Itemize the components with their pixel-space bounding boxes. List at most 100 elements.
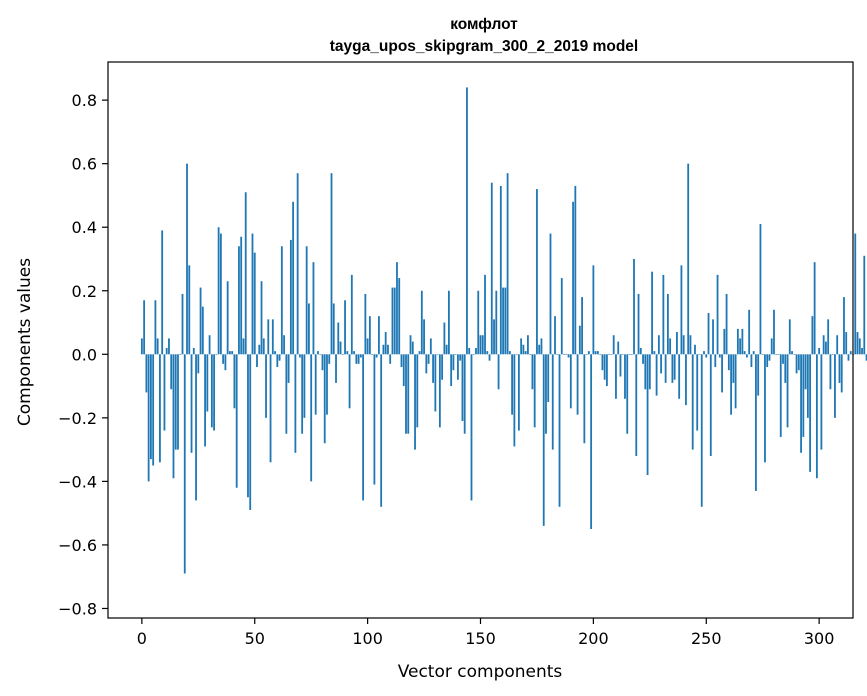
bar (224, 354, 227, 371)
bar (418, 351, 421, 355)
bar (186, 163, 188, 355)
bar (488, 354, 491, 361)
bar (657, 335, 660, 355)
bar (366, 338, 369, 355)
bar (414, 354, 416, 450)
bar (251, 233, 254, 355)
bar (601, 354, 604, 371)
bar (195, 354, 197, 501)
bar (215, 354, 218, 355)
bar (368, 316, 371, 355)
bar (569, 354, 572, 409)
bar (434, 354, 437, 412)
bar (197, 354, 200, 374)
bar (594, 351, 597, 355)
bar (854, 233, 857, 355)
bar (524, 351, 527, 355)
bar (734, 354, 737, 409)
bar (497, 354, 500, 390)
bar (831, 354, 834, 355)
bar (278, 354, 281, 361)
bar (750, 354, 753, 368)
bar (321, 354, 324, 371)
bar (387, 344, 389, 355)
bar (247, 354, 249, 498)
bar (219, 233, 222, 355)
bar (447, 290, 450, 355)
bar (486, 351, 489, 355)
bar (527, 335, 529, 355)
bar (470, 354, 473, 501)
bar (536, 189, 538, 355)
bar (567, 354, 570, 358)
bar (725, 293, 728, 355)
bar (438, 354, 441, 428)
bar (378, 316, 380, 355)
bar (861, 347, 863, 355)
bar (653, 351, 656, 355)
bar (427, 354, 430, 364)
bar (590, 354, 593, 530)
bar (606, 354, 608, 387)
bar (181, 293, 184, 355)
y-axis-label: Components values (15, 258, 35, 426)
bar (694, 344, 696, 355)
bar (168, 338, 170, 355)
bar (809, 354, 812, 472)
bar (556, 354, 559, 355)
bar (700, 354, 703, 507)
bar (820, 354, 823, 450)
x-tick-label: 0 (137, 629, 147, 648)
bar (804, 354, 807, 390)
bar (587, 351, 590, 355)
bar (660, 354, 663, 374)
bar (398, 278, 401, 355)
bar (364, 293, 367, 355)
bar (685, 354, 687, 406)
bar (314, 354, 317, 415)
bar (475, 347, 477, 355)
bar (326, 354, 328, 415)
bar (468, 347, 471, 355)
bar (533, 354, 536, 428)
bar (651, 271, 653, 355)
bar (204, 354, 206, 447)
x-tick-label: 50 (245, 629, 265, 648)
bar (714, 354, 717, 368)
bar (858, 338, 861, 355)
bar (782, 354, 784, 364)
bar (445, 344, 448, 355)
x-tick-label: 150 (465, 629, 496, 648)
bar (454, 354, 457, 355)
bar (262, 338, 265, 355)
bar (578, 325, 581, 355)
bar (409, 335, 412, 355)
bar (472, 354, 475, 355)
bar (630, 354, 633, 355)
bar (355, 354, 358, 364)
bar (806, 354, 809, 418)
bar (357, 354, 360, 364)
bar (280, 246, 283, 355)
bar (520, 338, 523, 355)
y-tick-label: −0.4 (58, 472, 97, 491)
bar (761, 354, 764, 355)
bar (190, 354, 193, 453)
bar (736, 328, 739, 355)
bar (344, 300, 346, 355)
bar (574, 185, 577, 355)
bar (353, 351, 355, 355)
bar (256, 354, 258, 368)
bar (757, 354, 760, 396)
bar (463, 354, 466, 434)
bar (680, 265, 683, 355)
bar (599, 354, 602, 355)
bar (517, 354, 520, 431)
bar (633, 258, 635, 355)
bar (319, 354, 322, 355)
bar (865, 354, 867, 361)
bar (791, 351, 793, 355)
bar (393, 287, 396, 355)
bar (271, 319, 274, 355)
bar (847, 354, 850, 361)
